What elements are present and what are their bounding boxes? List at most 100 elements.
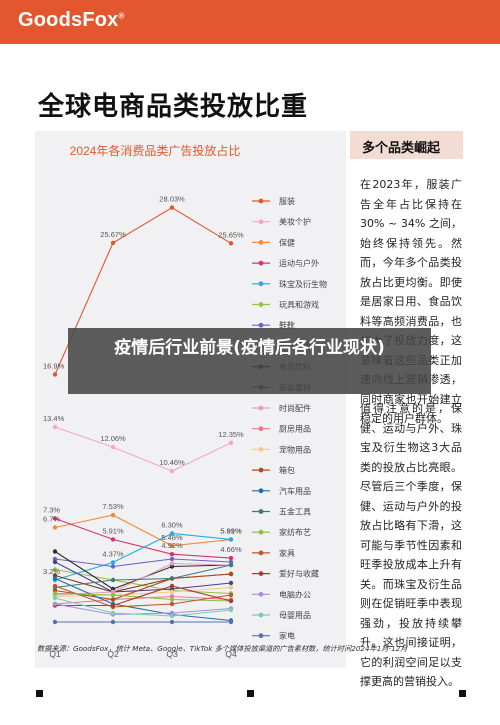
chart-title: 2024年各消费品类广告投放占比 (70, 143, 241, 158)
series-14-point (110, 597, 116, 602)
series-2-point (52, 424, 58, 430)
series-12-line (54, 595, 232, 605)
series-2-data-label: 12.06% (100, 434, 126, 443)
series-3-line (54, 514, 232, 547)
series-4-data-label: 5.91% (102, 526, 124, 535)
series-18-point (228, 592, 234, 598)
data-labels: 16.9% 25.67% 28.03% 25.65% 13.4% 12.06% 10.46%… (43, 195, 244, 576)
series-16-point (169, 576, 175, 581)
series-22-point (52, 619, 58, 625)
series-18-line (54, 585, 232, 608)
series-4-data-label: 4.92% (161, 541, 183, 550)
series-17-point (52, 591, 58, 596)
series-1-data-label: 25.65% (218, 230, 244, 239)
corner-mark-right (459, 690, 466, 697)
brand-header: GoodsFox® (0, 0, 500, 44)
series-5-point (169, 531, 175, 536)
series-17-legend-label: 家纺布艺 (279, 527, 311, 537)
series-5-line (54, 532, 232, 581)
series-2-point (169, 468, 175, 474)
corner-mark-left (36, 690, 43, 697)
series-20-legend-swatch-dot (258, 591, 264, 597)
series-3-legend-swatch-dot (258, 240, 264, 245)
series-15-legend-label: 汽车用品 (279, 486, 311, 496)
series-18-legend-swatch-dot (258, 550, 264, 556)
series-13-legend-swatch-dot (258, 447, 264, 452)
page-title: 全球电商品类投放比重 (38, 92, 309, 122)
series-21-point (169, 613, 175, 619)
series-17-legend-swatch-dot (258, 529, 264, 535)
series-7-legend-label: 鞋靴 (279, 320, 295, 330)
series-6-legend-swatch-dot (258, 302, 264, 307)
series-22-point (110, 619, 116, 625)
series-4-point (169, 552, 175, 557)
insight-heading: 多个品类崛起 (362, 141, 441, 156)
series-21-legend-swatch-dot (258, 612, 264, 618)
series-19-point (228, 598, 234, 604)
series-4-line (54, 517, 232, 559)
overlay-title: 疫情后行业前景(疫情后各行业现状) (114, 338, 385, 358)
series-3-point (52, 525, 58, 530)
series-17-line (54, 592, 232, 602)
series-1-point (169, 205, 175, 210)
series-16-point (228, 562, 234, 568)
series-14-point (228, 571, 234, 577)
series-6-point (52, 567, 58, 572)
series-7-point (110, 564, 116, 569)
series-4-legend-label: 运动与户外 (279, 258, 319, 268)
legend: 服装美妆个护保健运动与户外珠宝及衍生物玩具和游戏鞋靴居家日用食品饮料家装建材时尚… (252, 196, 327, 641)
series-7-legend-swatch-dot (258, 322, 264, 328)
series-1-point (228, 241, 234, 246)
series-4-point (228, 555, 234, 561)
series-18-point (169, 601, 175, 607)
series-2-legend-label: 美妆个护 (279, 217, 311, 227)
series-lines (54, 206, 232, 623)
series-13-line (54, 586, 232, 598)
series-5-point (228, 537, 234, 542)
series-13-point (228, 585, 234, 590)
series-21-legend-label: 母婴用品 (279, 611, 311, 620)
series-22-point (228, 619, 234, 625)
series-5-legend-swatch-dot (258, 281, 264, 287)
overlay-banner: 疫情后行业前景(疫情后各行业现状) (68, 328, 431, 394)
series-11-point (169, 561, 175, 566)
series-10-line (54, 561, 232, 593)
source-note: 数据来源：GoodsFox，统计 Meta、Google、TikTok 多个媒体… (37, 644, 408, 653)
brand-mark: ® (118, 11, 125, 21)
series-21-line (54, 597, 232, 617)
x-tick-label: Q1 (49, 649, 61, 659)
series-2-point (228, 440, 234, 445)
series-11-legend-swatch-dot (258, 405, 264, 411)
line-chart: 2024年各消费品类广告投放占比 16.9% 25.67% 28.03% 25.65%… (43, 143, 327, 659)
series-3-point (169, 543, 175, 548)
insight-panel: 多个品类崛起 在2023年，服装广告全年占比保持在 30% ~ 34% 之间，始… (350, 131, 463, 688)
series-18-legend-label: 家具 (279, 548, 295, 558)
brand-name: GoodsFox (18, 9, 119, 31)
series-4-point (110, 537, 116, 542)
series-4-data-label: 4.66% (220, 545, 242, 554)
series-22-point (169, 619, 175, 625)
series-19-legend-label: 爱好与收藏 (279, 569, 319, 579)
series-11-line (54, 562, 232, 596)
series-22-legend-swatch-dot (258, 633, 264, 639)
series-1-legend-swatch-dot (258, 198, 264, 204)
series-3-data-label: 5.89% (220, 527, 242, 536)
series-2-data-label: 10.46% (159, 458, 185, 467)
series-20-legend-label: 电脑办公 (279, 589, 311, 599)
series-12-legend-swatch-dot (258, 426, 264, 432)
series-13-legend-label: 宠物用品 (279, 444, 311, 454)
series-14-legend-label: 箱包 (279, 465, 295, 475)
series-1-point (52, 372, 58, 377)
series-14-legend-swatch-dot (258, 467, 264, 473)
series-15-point (52, 576, 58, 581)
series-5-legend-label: 珠宝及衍生物 (279, 279, 327, 289)
series-5-data-label: 5.91% (220, 526, 242, 535)
series-1-data-label: 16.9% (43, 362, 65, 371)
series-12-legend-label: 厨房用品 (279, 424, 311, 434)
series-17-point (110, 592, 116, 598)
series-21-point (52, 595, 58, 601)
series-11-legend-label: 时尚配件 (279, 403, 311, 413)
series-20-line (54, 603, 232, 616)
series-21-point (228, 607, 234, 613)
series-16-point (110, 577, 116, 583)
